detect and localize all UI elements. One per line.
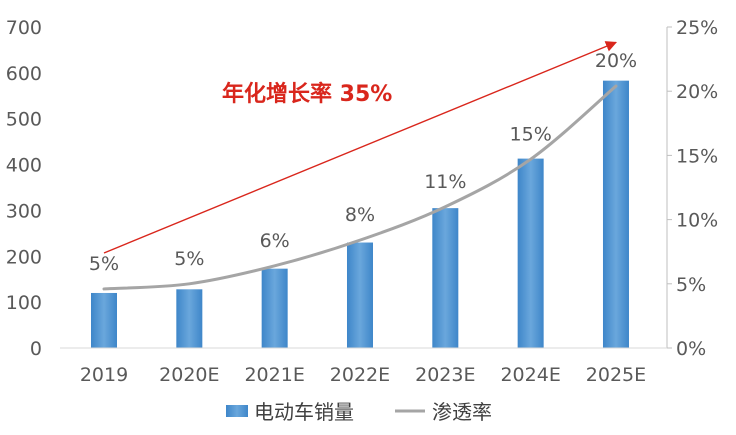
x-tick-label: 2021E <box>244 364 304 386</box>
penetration-rate-line <box>102 84 618 291</box>
right-tick-label: 15% <box>676 145 718 167</box>
legend-label-rate: 渗透率 <box>432 400 492 424</box>
right-tick-label: 10% <box>676 210 718 232</box>
right-axis-ticks: 0% 5% 10% 15% 20% 25% <box>667 17 718 360</box>
left-tick-label: 700 <box>6 17 42 39</box>
penetration-data-label: 15% <box>510 123 552 145</box>
penetration-data-label: 5% <box>89 253 119 275</box>
x-axis-ticks: 2019 2020E 2021E 2022E 2023E 2024E 2025E <box>80 364 646 386</box>
right-tick-label: 20% <box>676 81 718 103</box>
x-tick-label: 2023E <box>415 364 475 386</box>
penetration-data-label: 5% <box>174 248 204 270</box>
legend: 电动车销量 渗透率 <box>226 400 492 424</box>
bar-series <box>91 80 629 348</box>
x-tick-label: 2020E <box>159 364 219 386</box>
penetration-data-label: 20% <box>595 50 637 72</box>
bar <box>91 292 117 348</box>
legend-label-sales: 电动车销量 <box>254 400 354 424</box>
penetration-data-label: 6% <box>260 230 290 252</box>
left-tick-label: 100 <box>6 292 42 314</box>
penetration-data-labels: 5% 5% 6% 8% 11% 15% 20% <box>89 50 637 275</box>
x-tick-label: 2025E <box>586 364 646 386</box>
bar <box>261 268 288 348</box>
bar <box>176 289 203 348</box>
left-tick-label: 200 <box>6 246 42 268</box>
right-tick-label: 25% <box>676 17 718 39</box>
left-tick-label: 400 <box>6 155 42 177</box>
bar <box>517 158 544 348</box>
right-tick-label: 5% <box>676 274 706 296</box>
growth-annotation: 年化增长率 35% <box>222 81 392 107</box>
legend-swatch-bar <box>226 405 248 417</box>
x-tick-label: 2019 <box>80 364 128 386</box>
growth-arrow <box>103 41 618 254</box>
x-tick-label: 2022E <box>330 364 390 386</box>
bar <box>602 80 629 348</box>
right-tick-label: 0% <box>676 338 706 360</box>
x-tick-label: 2024E <box>500 364 560 386</box>
bar <box>432 208 459 348</box>
penetration-data-label: 11% <box>424 171 466 193</box>
left-tick-label: 500 <box>6 109 42 131</box>
left-tick-label: 0 <box>30 338 42 360</box>
left-tick-label: 300 <box>6 200 42 222</box>
penetration-data-label: 8% <box>345 204 375 226</box>
left-axis-ticks: 0 100 200 300 400 500 600 700 <box>6 17 42 360</box>
left-tick-label: 600 <box>6 63 42 85</box>
bar <box>346 242 373 348</box>
